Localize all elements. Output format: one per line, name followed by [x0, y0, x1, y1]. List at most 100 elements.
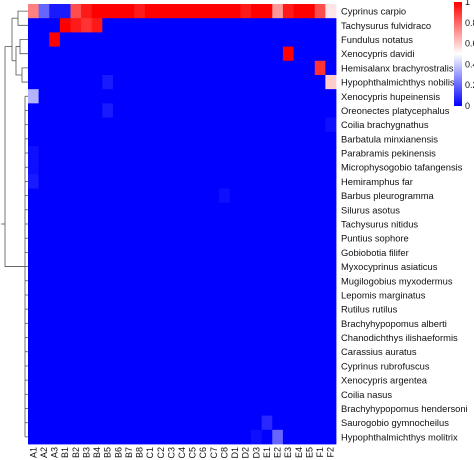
- heatmap-cell: [304, 358, 316, 374]
- heatmap-cell: [81, 117, 93, 133]
- heatmap-cell: [70, 89, 82, 104]
- heatmap-cell: [155, 32, 167, 47]
- heatmap-cell: [282, 330, 294, 346]
- heatmap-cell: [155, 358, 167, 374]
- heatmap-cell: [272, 216, 284, 232]
- heatmap-cell: [293, 245, 305, 260]
- heatmap-cell: [208, 117, 220, 133]
- heatmap-cell: [38, 429, 50, 445]
- heatmap-cell: [251, 245, 263, 260]
- heatmap-cell: [293, 117, 305, 133]
- column-label: E1: [262, 447, 272, 458]
- heatmap-cell: [187, 145, 199, 161]
- heatmap-cell: [187, 259, 199, 275]
- heatmap-cell: [49, 60, 61, 76]
- heatmap-cell: [134, 245, 146, 260]
- heatmap-cell: [240, 4, 252, 19]
- heatmap-cell: [176, 188, 188, 204]
- colorbar-tick-label: 0.8: [465, 18, 474, 28]
- heatmap-cell: [282, 160, 294, 175]
- heatmap-cell: [59, 188, 71, 204]
- heatmap-cell: [91, 245, 103, 260]
- heatmap-cell: [240, 145, 252, 161]
- heatmap-cell: [112, 216, 124, 232]
- heatmap-cell: [70, 415, 82, 431]
- heatmap-cell: [144, 103, 156, 118]
- colorbar-tick-label: 0.2: [465, 80, 474, 90]
- heatmap-cell: [134, 302, 146, 317]
- heatmap-cell: [49, 32, 61, 47]
- heatmap-cell: [304, 202, 316, 218]
- column-label: C5: [188, 447, 198, 459]
- heatmap-cell: [293, 202, 305, 218]
- heatmap-cell: [134, 74, 146, 90]
- heatmap-cell: [81, 89, 93, 104]
- heatmap-cell: [272, 32, 284, 47]
- heatmap-cell: [272, 4, 284, 19]
- heatmap-cell: [91, 4, 103, 19]
- heatmap-cell: [208, 259, 220, 275]
- heatmap-cell: [123, 231, 135, 246]
- heatmap-cell: [28, 60, 40, 76]
- heatmap-cell: [293, 401, 305, 417]
- row-label: Barbatula minxianensis: [341, 133, 438, 144]
- heatmap-cell: [49, 401, 61, 417]
- heatmap-cell: [102, 32, 114, 47]
- heatmap-cell: [240, 245, 252, 260]
- heatmap-cell: [251, 4, 263, 19]
- heatmap-cell: [144, 231, 156, 246]
- heatmap-cell: [314, 358, 326, 374]
- heatmap-cell: [70, 387, 82, 402]
- row-label: Fundulus notatus: [341, 34, 413, 45]
- heatmap-cell: [49, 131, 61, 147]
- heatmap-cell: [229, 174, 241, 189]
- heatmap-cell: [293, 344, 305, 360]
- heatmap-cell: [304, 60, 316, 76]
- colorbar-gradient: [454, 2, 462, 106]
- heatmap-cell: [102, 344, 114, 360]
- heatmap-cell: [261, 174, 273, 189]
- heatmap-cell: [38, 131, 50, 147]
- heatmap-cell: [102, 259, 114, 275]
- heatmap-cell: [304, 287, 316, 303]
- heatmap-cell: [187, 174, 199, 189]
- heatmap-cell: [219, 330, 231, 346]
- heatmap-cell: [240, 231, 252, 246]
- heatmap-cell: [112, 330, 124, 346]
- row-label: Xenocypris davidi: [341, 48, 414, 59]
- heatmap-cell: [229, 231, 241, 246]
- heatmap-cell: [293, 387, 305, 402]
- heatmap-cell: [282, 32, 294, 47]
- heatmap-cell: [261, 344, 273, 360]
- heatmap-cell: [144, 188, 156, 204]
- heatmap-cell: [240, 74, 252, 90]
- heatmap-cell: [134, 160, 146, 175]
- heatmap-cell: [176, 202, 188, 218]
- heatmap-cell: [261, 32, 273, 47]
- heatmap-cell: [59, 46, 71, 62]
- heatmap-cell: [155, 231, 167, 246]
- heatmap-cell: [112, 188, 124, 204]
- heatmap-cell: [144, 245, 156, 260]
- heatmap-cell: [176, 4, 188, 19]
- heatmap-cell: [314, 131, 326, 147]
- heatmap-cell: [229, 429, 241, 445]
- heatmap-cell: [112, 131, 124, 147]
- heatmap-cell: [229, 74, 241, 90]
- heatmap-cell: [144, 18, 156, 33]
- heatmap-cell: [38, 302, 50, 317]
- heatmap-cell: [282, 74, 294, 90]
- heatmap-cell: [144, 145, 156, 161]
- heatmap-cell: [38, 4, 50, 19]
- heatmap-cell: [208, 358, 220, 374]
- heatmap-cell: [272, 358, 284, 374]
- heatmap-cell: [304, 401, 316, 417]
- heatmap-cell: [251, 415, 263, 431]
- heatmap-cell: [123, 358, 135, 374]
- heatmap-cell: [38, 74, 50, 90]
- heatmap-cell: [134, 32, 146, 47]
- heatmap-cell: [49, 117, 61, 133]
- heatmap-cell: [272, 188, 284, 204]
- heatmap-cell: [272, 46, 284, 62]
- heatmap-cell: [261, 74, 273, 90]
